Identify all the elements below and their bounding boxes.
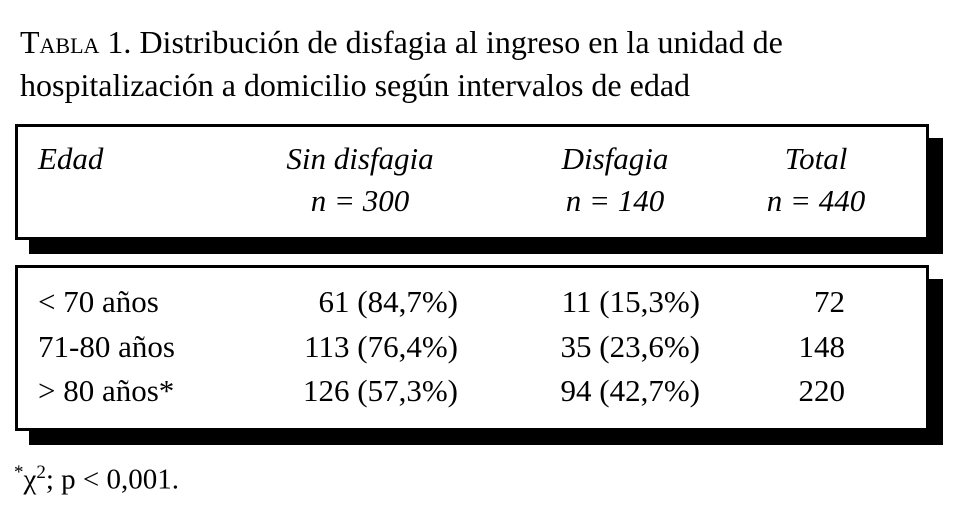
cell-value: 35 (23,6%): [560, 328, 700, 364]
column-header: Total: [784, 141, 848, 176]
column-n: n = 300: [310, 183, 410, 218]
caption-text: Distribución de disfagia al ingreso en l…: [139, 24, 783, 60]
caption-label: Tabla 1.: [20, 24, 132, 60]
cell-value: 72: [814, 284, 845, 319]
cell-value: 11 (15,3%): [561, 284, 700, 319]
footnote-mark: *: [14, 462, 24, 483]
cell-value: 148: [798, 328, 846, 364]
cell-value: 220: [798, 373, 846, 408]
cell-value: 113 (76,4%): [304, 328, 458, 364]
cell-value: 61 (84,7%): [318, 284, 458, 319]
column-header: Sin disfagia: [286, 141, 434, 176]
footnote-text: ; p < 0,001.: [45, 463, 180, 496]
footnote-sup: 2: [36, 462, 46, 483]
row-label: 71-80 años: [38, 328, 175, 364]
cell-value: 126 (57,3%): [303, 373, 458, 408]
caption-line: Tabla 1. Distribución de disfagia al ing…: [20, 24, 783, 61]
column-n: n = 140: [565, 183, 665, 218]
caption-line: hospitalización a domicilio según interv…: [20, 67, 691, 103]
column-header: Disfagia: [561, 141, 669, 176]
footnote: *χ2; p < 0,001.: [14, 462, 179, 497]
column-n: n = 440: [766, 183, 866, 218]
footnote-symbol: χ: [23, 463, 37, 496]
column-header: Edad: [38, 141, 104, 176]
body-box: < 70 años 61 (84,7%) 11 (15,3%) 72 71-80 año…: [15, 265, 929, 431]
header-box: Edad Sin disfagia n = 300 Disfagia n = 140 To…: [15, 124, 929, 240]
row-label: < 70 años: [38, 284, 159, 319]
cell-value: 94 (42,7%): [560, 373, 700, 408]
row-label: > 80 años*: [38, 373, 175, 408]
